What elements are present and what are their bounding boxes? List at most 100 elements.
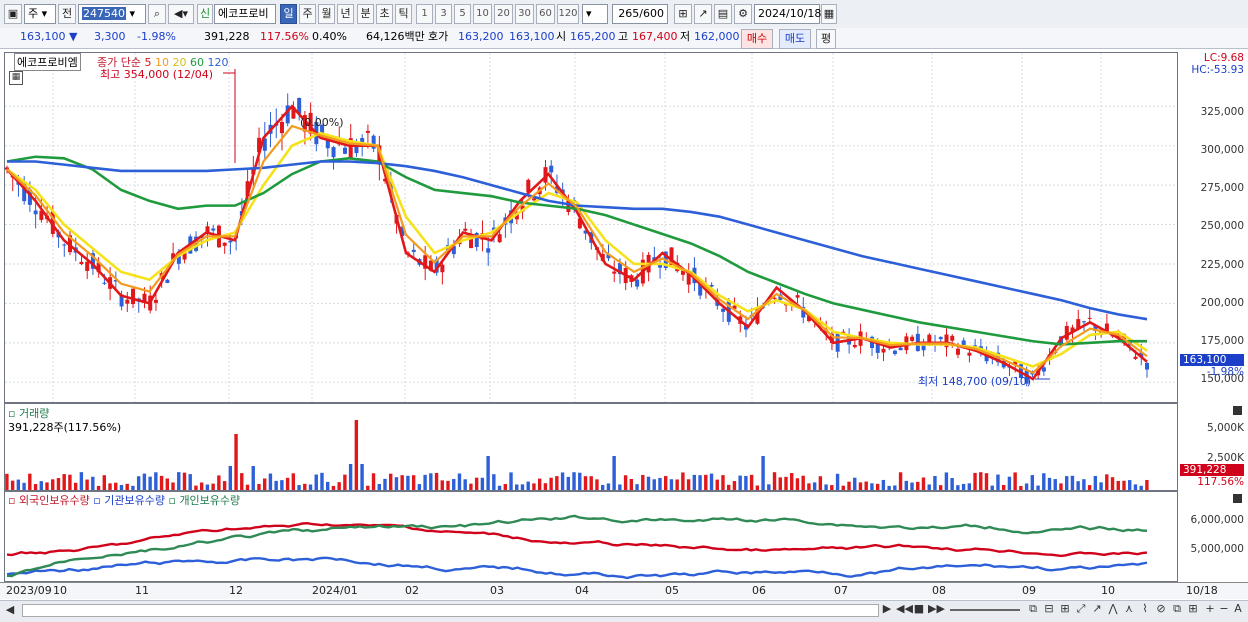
chart-tool-icon-5[interactable]: ↗: [1092, 602, 1102, 615]
custom-interval-select[interactable]: ▾: [582, 4, 608, 24]
chart-tool-icon-7[interactable]: ⋏: [1124, 602, 1134, 615]
chart-tool-icon-2[interactable]: ⊟: [1044, 602, 1054, 615]
zoom-in-icon[interactable]: +: [1205, 602, 1215, 615]
scroll-left-icon[interactable]: ◀: [5, 603, 15, 616]
volume-bar: [560, 472, 565, 490]
interval-60[interactable]: 60: [536, 4, 555, 24]
candle-body: [371, 135, 376, 149]
table-icon[interactable]: ▦: [9, 71, 23, 85]
volume-bar: [1087, 485, 1092, 490]
font-size-icon[interactable]: A: [1234, 602, 1242, 615]
volume-bar: [45, 482, 49, 490]
volume-bar: [102, 475, 106, 490]
holdings-tick-5000000: 5,000,000: [1190, 543, 1244, 555]
speaker-icon[interactable]: ◀▾: [168, 4, 194, 24]
window-icon[interactable]: ▣: [4, 4, 22, 24]
search-icon[interactable]: ⌕: [148, 4, 166, 24]
candle-body: [1145, 362, 1149, 370]
x-label-05: 05: [665, 584, 679, 597]
volume-bar: [354, 420, 359, 490]
x-axis: [0, 582, 1248, 599]
volume-bar: [1099, 482, 1103, 490]
buy-button[interactable]: 매수: [741, 29, 773, 49]
chart-tool-icon-4[interactable]: ⤢: [1076, 602, 1086, 615]
volume-bar: [973, 472, 977, 490]
chart-tool-icon-1[interactable]: ⧉: [1029, 602, 1037, 615]
interval-30[interactable]: 30: [515, 4, 534, 24]
volume-bar: [990, 485, 994, 490]
candle-body: [532, 198, 537, 201]
gear-icon[interactable]: ⚙: [734, 4, 752, 24]
chart-tool-icon-9[interactable]: ⊘: [1156, 602, 1166, 615]
candle-body: [491, 227, 496, 231]
candle-body: [348, 138, 353, 159]
count-input[interactable]: 265/600: [612, 4, 668, 24]
volume-bar: [280, 480, 284, 490]
current-price: 163,100 ▼: [20, 30, 78, 43]
maximize-volume-icon[interactable]: [1233, 406, 1242, 415]
volume-bar: [761, 456, 765, 490]
interval-3[interactable]: 3: [435, 4, 452, 24]
code-input[interactable]: 247540 ▾: [78, 4, 146, 24]
chart-tool-icon-10[interactable]: ⧉: [1173, 602, 1181, 615]
candle-body: [921, 344, 926, 351]
candle-body: [325, 140, 330, 149]
candle-body: [807, 316, 812, 322]
interval-5[interactable]: 5: [454, 4, 471, 24]
interval-10[interactable]: 10: [473, 4, 492, 24]
draw-icon[interactable]: ↗: [694, 4, 712, 24]
legend-institution-text: 기관보유수량: [104, 494, 165, 507]
open-label: 시: [556, 30, 567, 43]
volume-bar: [595, 479, 599, 490]
period-month[interactable]: 월: [318, 4, 335, 24]
volume-bar: [1116, 480, 1120, 490]
candle-body: [841, 331, 846, 333]
date-input[interactable]: 2024/10/18: [754, 4, 821, 24]
zoom-slider[interactable]: [950, 609, 1020, 611]
flat-button[interactable]: 평: [816, 29, 836, 49]
period-year[interactable]: 년: [337, 4, 354, 24]
prev-button[interactable]: 전: [58, 4, 76, 24]
volume-bar: [320, 472, 324, 490]
volume-bar: [681, 472, 685, 490]
chart-tool-icon-3[interactable]: ⊞: [1060, 602, 1070, 615]
save-icon[interactable]: ▤: [714, 4, 732, 24]
candle-body: [514, 212, 519, 220]
chart-tool-icon-11[interactable]: ⊞: [1188, 602, 1198, 615]
volume-bar: [343, 474, 347, 490]
volume-bar: [738, 475, 742, 490]
mode-select[interactable]: 주 ▾: [24, 4, 56, 24]
stop-icon[interactable]: ■: [913, 602, 925, 615]
period-second[interactable]: 초: [376, 4, 393, 24]
play-icon[interactable]: ▶: [882, 602, 892, 615]
volume-bar: [297, 485, 301, 490]
forward-icon[interactable]: ▶▶: [928, 602, 945, 615]
volume-bar: [727, 484, 731, 490]
interval-1[interactable]: 1: [416, 4, 433, 24]
open-price: 165,200: [570, 30, 616, 43]
sell-button[interactable]: 매도: [779, 29, 811, 49]
chart-tool-icon-8[interactable]: ⌇: [1142, 602, 1148, 615]
chart-tool-icon-6[interactable]: ⋀: [1108, 602, 1118, 615]
volume-bar: [125, 483, 129, 490]
period-minute[interactable]: 분: [357, 4, 374, 24]
candle-body: [33, 210, 38, 215]
volume-bar: [921, 477, 926, 490]
candle-body: [85, 261, 90, 271]
volume-bar: [371, 473, 376, 490]
foreign-holdings-line: [6, 521, 1148, 558]
x-label-11: 11: [135, 584, 149, 597]
rewind-icon[interactable]: ◀◀: [896, 602, 913, 615]
maximize-holdings-icon[interactable]: [1233, 494, 1242, 503]
scroll-track[interactable]: [22, 604, 879, 617]
period-tick[interactable]: 틱: [395, 4, 412, 24]
zoom-out-icon[interactable]: −: [1219, 602, 1229, 615]
period-day[interactable]: 일: [280, 4, 297, 24]
interval-20[interactable]: 20: [494, 4, 513, 24]
volume-bar: [606, 483, 611, 490]
interval-120[interactable]: 120: [557, 4, 579, 24]
x-label-10-18: 10/18: [1186, 584, 1218, 597]
layout-icon[interactable]: ⊞: [674, 4, 692, 24]
calendar-icon[interactable]: ▦: [821, 4, 837, 24]
period-week[interactable]: 주: [299, 4, 316, 24]
